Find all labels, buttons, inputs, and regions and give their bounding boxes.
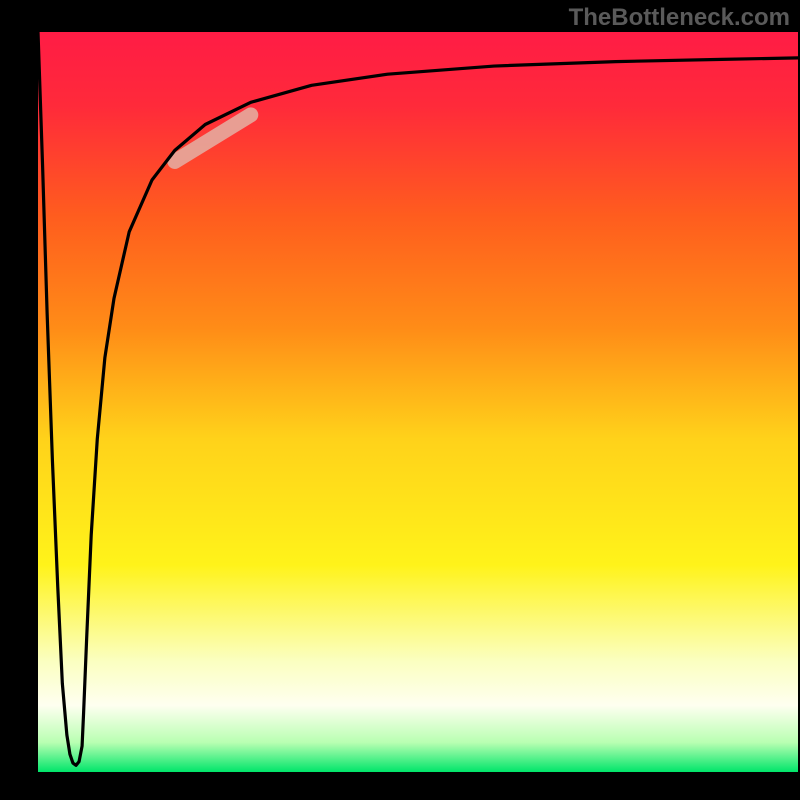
watermark-text: TheBottleneck.com (569, 4, 790, 32)
chart-stage: TheBottleneck.com (0, 0, 800, 800)
bottleneck-chart-svg (0, 0, 800, 800)
plot-background (38, 32, 798, 772)
